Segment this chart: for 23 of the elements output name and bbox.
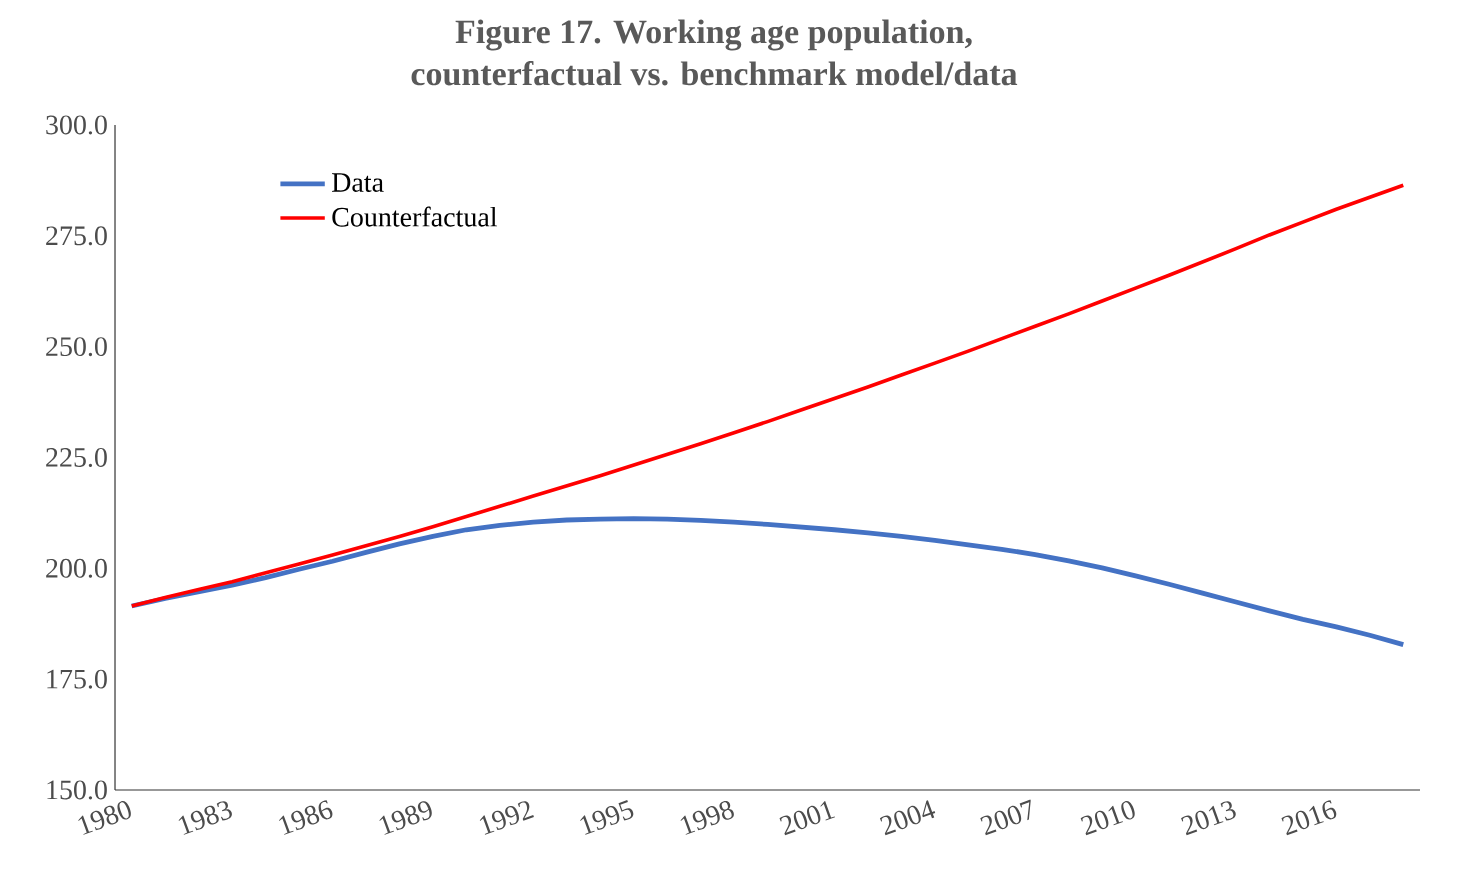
x-tick-label: 2007 [980, 799, 1031, 836]
x-tick-label: 2001 [779, 801, 835, 836]
y-tick-label: 275.0 [46, 226, 107, 246]
x-tick-label: 2004 [879, 800, 936, 836]
x-tick-label: 1992 [479, 801, 534, 835]
legend-label: Data [332, 173, 384, 192]
x-tick-label: 1998 [680, 800, 734, 835]
y-tick-label: 225.0 [46, 447, 107, 468]
x-tick-label: 2016 [1281, 800, 1337, 836]
y-tick-label: 300.0 [46, 115, 107, 135]
y-tick-label: 200.0 [46, 558, 107, 578]
y-tick-label: 175.0 [47, 669, 107, 689]
x-tick-label: 2010 [1080, 801, 1135, 836]
y-tick-label: 250.0 [46, 337, 107, 357]
y-tick-label: 150.0 [47, 780, 107, 800]
x-tick-label: 1980 [78, 801, 131, 835]
chart-title: Figure 17. Working age population, counterfactual vs. benchmark model/data [411, 19, 1018, 86]
legend-label: Counterfactual [332, 206, 498, 227]
x-tick-label: 1995 [580, 800, 634, 835]
x-tick-label: 2013 [1181, 801, 1236, 836]
x-tick-label: 1989 [379, 801, 432, 835]
x-tick-label: 1986 [279, 800, 333, 835]
x-tick-label: 1983 [178, 801, 232, 835]
